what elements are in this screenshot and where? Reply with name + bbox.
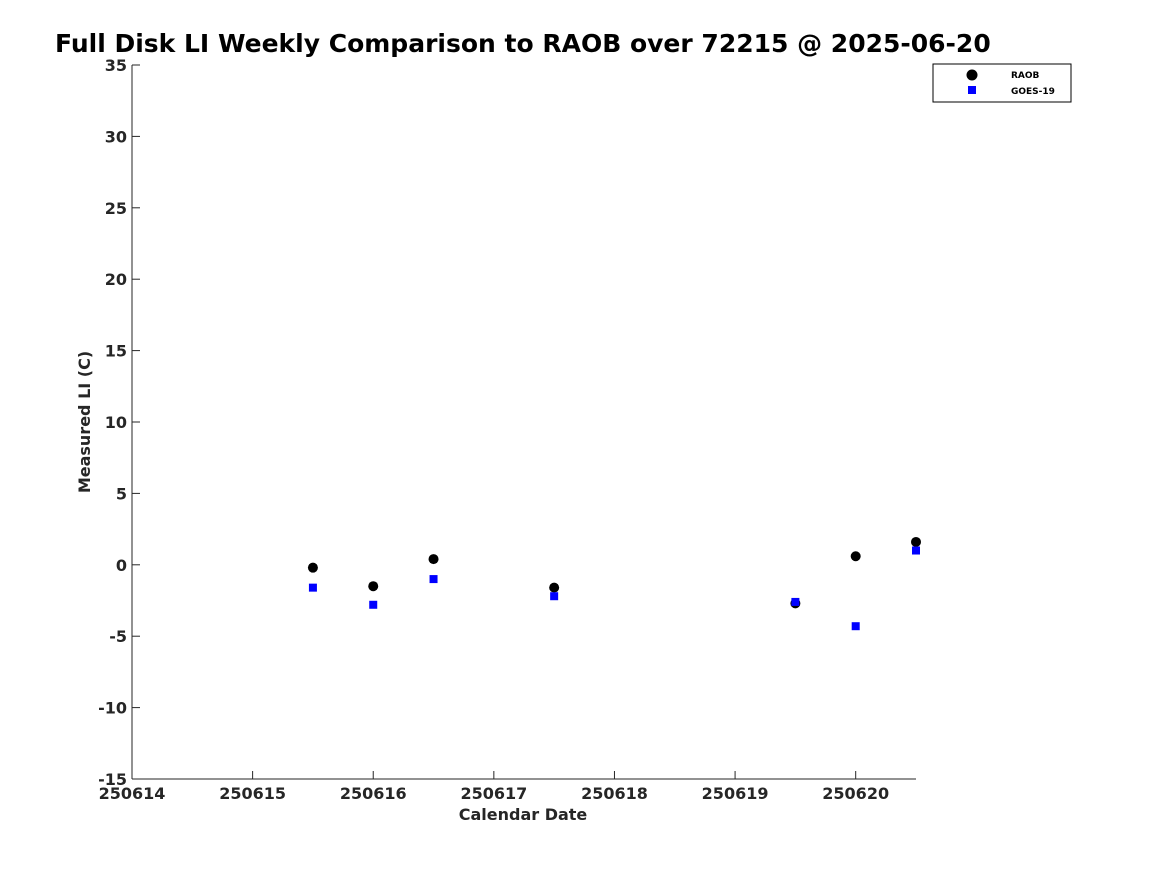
point-raob: [850, 551, 861, 562]
y-tick-label: 30: [105, 127, 127, 146]
y-tick-label: -15: [98, 770, 127, 789]
point-goes19: [369, 600, 378, 609]
x-axis-label: Calendar Date: [459, 805, 588, 824]
point-raob: [428, 554, 439, 565]
legend-marker-goes19: [968, 86, 976, 94]
point-raob: [368, 581, 379, 592]
y-tick-label: 35: [105, 56, 127, 75]
y-tick-label: 10: [105, 413, 127, 432]
x-axis-ticks: 250614 250615 250616 250617 250618 250619 2506…: [99, 771, 889, 803]
point-raob: [911, 536, 921, 547]
x-tick-label: 250615: [219, 784, 286, 803]
y-tick-label: 0: [116, 556, 127, 575]
y-tick-label: 15: [105, 342, 127, 361]
axes: [131, 65, 916, 780]
y-tick-label: 5: [116, 484, 127, 503]
y-tick-label: -10: [98, 699, 127, 718]
x-tick-label: 250620: [822, 784, 889, 803]
point-goes19: [851, 622, 860, 631]
legend: RAOB GOES-19: [932, 63, 1072, 103]
point-raob: [549, 582, 560, 593]
x-tick-label: 250617: [460, 784, 527, 803]
x-tick-label: 250619: [702, 784, 769, 803]
legend-marker-raob: [966, 69, 978, 81]
y-tick-label: -5: [109, 627, 127, 646]
x-tick-label: 250618: [581, 784, 648, 803]
point-goes19: [791, 597, 800, 606]
legend-label-raob: RAOB: [1011, 71, 1040, 81]
point-goes19: [308, 583, 317, 592]
point-goes19: [912, 546, 920, 555]
data-points: [307, 536, 921, 631]
legend-label-goes19: GOES-19: [1011, 87, 1055, 97]
x-tick-label: 250616: [340, 784, 407, 803]
y-axis-label: Measured LI (C): [75, 351, 94, 493]
point-raob: [307, 562, 318, 573]
x-tick-label: 250614: [99, 784, 166, 803]
y-tick-label: 25: [105, 199, 127, 218]
point-goes19: [429, 575, 438, 584]
y-axis-ticks: -15 -10 -5 0 5 10 15 20 25 30 35: [98, 56, 140, 789]
point-goes19: [550, 592, 559, 601]
legend-box: [932, 63, 1072, 103]
y-tick-label: 20: [105, 270, 127, 289]
chart-title: Full Disk LI Weekly Comparison to RAOB o…: [55, 29, 991, 58]
